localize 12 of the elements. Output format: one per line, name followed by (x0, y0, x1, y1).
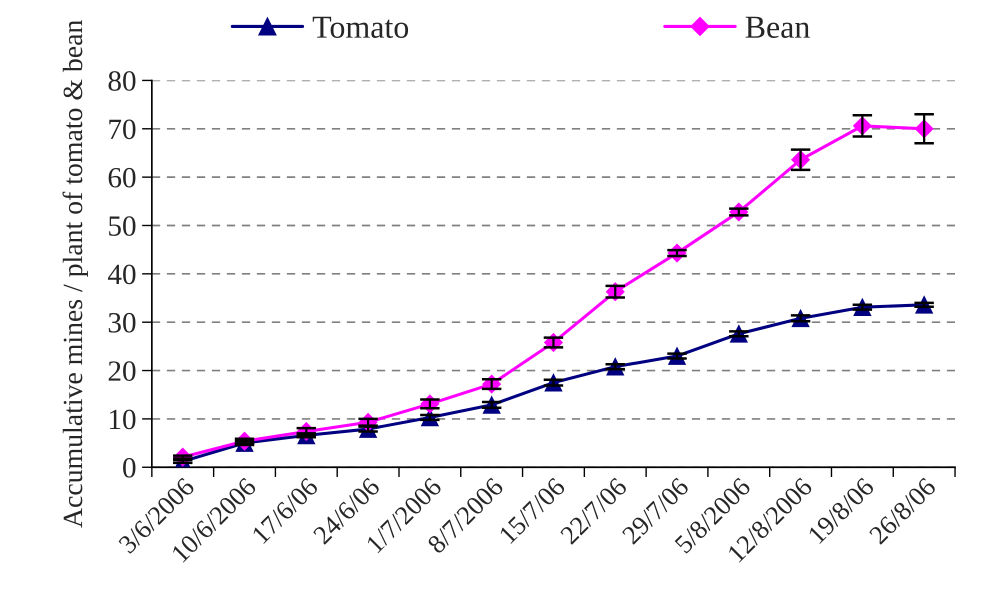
y-tick-label: 0 (123, 458, 136, 478)
y-tick-label: 70 (109, 120, 136, 140)
y-tick-label: 20 (108, 361, 136, 381)
y-tick-label: 80 (108, 71, 136, 91)
y-tick-label: 60 (108, 168, 136, 188)
y-tick-label: 30 (108, 312, 136, 333)
legend-label: Bean (746, 16, 810, 38)
y-axis-title: Accumulative mines / plant of tomato & bean (62, 20, 88, 528)
legend-label: Tomato (312, 16, 408, 38)
y-tick-label: 50 (109, 216, 136, 236)
y-tick-label: 10 (110, 410, 136, 430)
y-tick-label: 40 (108, 264, 136, 284)
